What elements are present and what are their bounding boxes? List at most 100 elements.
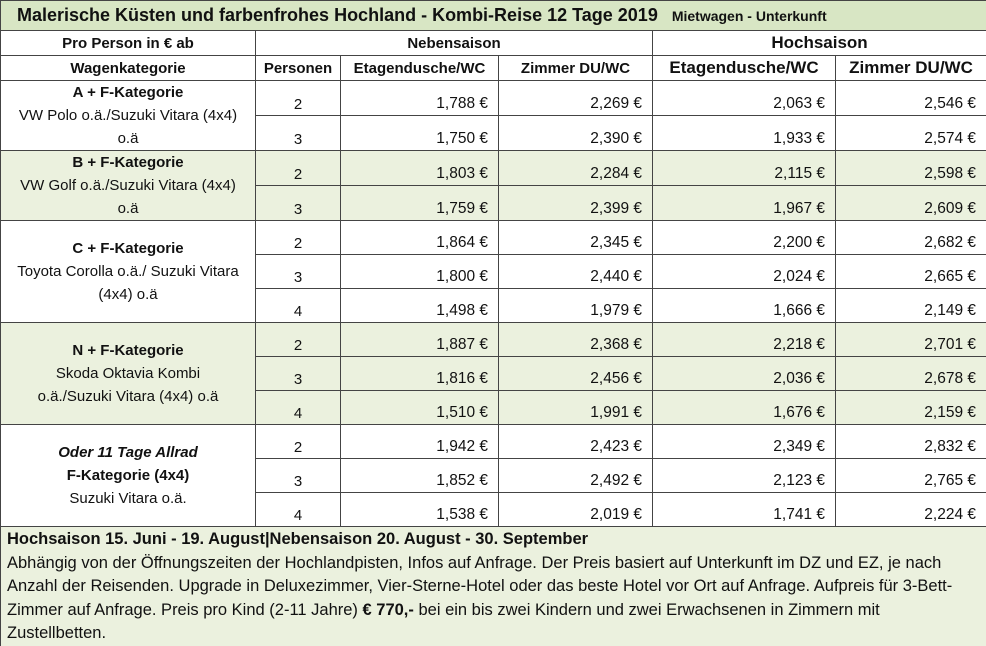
price: 2,701 € [834,322,986,357]
price: 2,423 € [498,424,653,459]
price: 2,123 € [652,458,836,493]
category-line: Skoda Oktavia Kombi [55,365,201,382]
price: 1,741 € [652,492,836,527]
persons: 3 [255,115,341,151]
category-line: VW Golf o.ä./Suzuki Vitara (4x4) [20,177,236,194]
category-line: (4x4) o.ä [98,286,158,303]
persons: 2 [255,424,341,459]
persons: 4 [255,288,341,323]
price: 2,492 € [498,458,653,493]
persons: 3 [255,356,341,391]
child-price: € 770,- [362,600,414,619]
price: 1,979 € [498,288,653,323]
header-cell: Hochsaison [651,30,986,56]
price: 2,063 € [652,80,836,116]
title-cell: Malerische Küsten und farbenfrohes Hochl… [0,0,986,31]
header-cell: Nebensaison [255,30,653,56]
footer-text: bei ein bis zwei Kindern und zwei Erwach… [7,600,880,643]
price: 2,665 € [834,254,986,289]
persons: 4 [255,492,341,527]
category-line: o.ä [117,200,139,217]
price: 2,546 € [834,80,986,116]
price: 1,852 € [340,458,499,493]
price: 1,538 € [340,492,499,527]
price: 2,218 € [652,322,836,357]
price: 1,788 € [340,80,499,116]
price: 2,159 € [834,390,986,425]
header-cell: Pro Person in € ab [0,30,256,56]
category-cell: Oder 11 Tage Allrad F-Kategorie (4x4) Suzu… [0,424,256,527]
price: 1,967 € [652,185,836,221]
price: 2,269 € [498,80,653,116]
price: 2,609 € [834,185,986,221]
price: 2,036 € [652,356,836,391]
category-line: F-Kategorie (4x4) [66,467,190,484]
price: 2,598 € [834,150,986,186]
price: 2,682 € [834,220,986,255]
header-row: Wagenkategorie Personen Etagendusche/WC Zim… [0,55,986,81]
category-line: C + F-Kategorie [72,240,184,257]
price: 2,345 € [498,220,653,255]
data-row: 4 1,498 €1,979 €1,666 €2,149 € [1,288,986,323]
persons: 3 [255,458,341,493]
price: 2,019 € [498,492,653,527]
price: 2,368 € [498,322,653,357]
column-header: Wagenkategorie [0,55,256,81]
category-line: N + F-Kategorie [72,342,184,359]
season-dates: Hochsaison 15. Juni - 19. August|Nebensa… [7,530,589,548]
price: 1,933 € [652,115,836,151]
category-line: o.ä./Suzuki Vitara (4x4) o.ä [37,388,219,405]
data-row: 3 1,816 €2,456 €2,036 €2,678 € [1,356,986,391]
price: 2,024 € [652,254,836,289]
data-row: 3 1,759 €2,399 €1,967 €2,609 € [1,185,986,221]
data-row: 3 1,852 €2,492 €2,123 €2,765 € [1,458,986,493]
persons: 3 [255,254,341,289]
price: 2,149 € [834,288,986,323]
persons: 3 [255,185,341,221]
price: 2,115 € [652,150,836,186]
footer-text: Abhängig von der Öffnungszeiten der Hoch… [7,553,953,619]
price: 2,390 € [498,115,653,151]
price: 2,574 € [834,115,986,151]
price: 1,676 € [652,390,836,425]
data-row: Oder 11 Tage Allrad F-Kategorie (4x4) Suzu… [0,424,986,527]
price: 2,765 € [834,458,986,493]
column-header: Zimmer DU/WC [498,55,653,81]
price: 2,678 € [834,356,986,391]
price: 1,942 € [340,424,499,459]
price: 2,284 € [498,150,653,186]
category-line: o.ä [117,130,139,147]
price: 1,510 € [340,390,499,425]
price: 1,816 € [340,356,499,391]
price: 2,440 € [498,254,653,289]
price: 2,399 € [498,185,653,221]
price: 1,759 € [340,185,499,221]
title-row: Malerische Küsten und farbenfrohes Hochl… [0,0,986,31]
price: 1,498 € [340,288,499,323]
persons: 2 [255,150,341,186]
category-line: Toyota Corolla o.ä./ Suzuki Vitara [17,263,239,280]
persons: 2 [255,322,341,357]
data-row: 3 1,800 €2,440 €2,024 €2,665 € [1,254,986,289]
data-row: 4 1,510 €1,991 €1,676 €2,159 € [1,390,986,425]
price: 2,349 € [652,424,836,459]
price: 1,887 € [340,322,499,357]
footer-row: Hochsaison 15. Juni - 19. August|Nebensa… [0,526,986,646]
price: 2,224 € [834,492,986,527]
footer-cell: Hochsaison 15. Juni - 19. August|Nebensa… [0,526,986,646]
category-line: A + F-Kategorie [72,84,184,101]
category-cell: N + F-Kategorie Skoda Oktavia Kombi o.ä./S… [0,322,256,425]
column-header: Zimmer DU/WC [834,55,986,81]
data-row: C + F-Kategorie Toyota Corolla o.ä./ Suzu… [0,220,986,323]
persons: 4 [255,390,341,425]
price: 1,991 € [498,390,653,425]
category-line: Suzuki Vitara o.ä. [69,490,187,507]
category-line: VW Polo o.ä./Suzuki Vitara (4x4) [18,107,238,124]
subtitle: Mietwagen - Unterkunft [671,8,827,24]
category-cell: C + F-Kategorie Toyota Corolla o.ä./ Suzu… [0,220,256,323]
category-cell: A + F-Kategorie VW Polo o.ä./Suzuki Vitar… [0,80,256,151]
price: 1,803 € [340,150,499,186]
